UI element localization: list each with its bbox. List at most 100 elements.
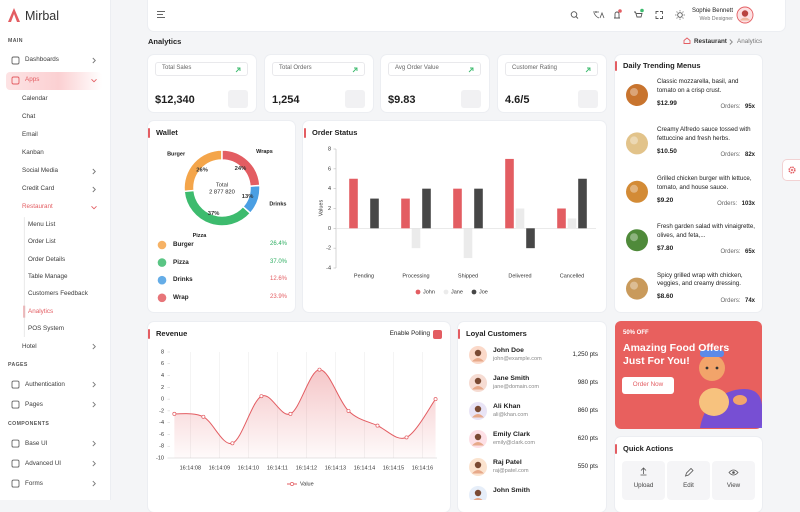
customer-points: 860 pts xyxy=(578,407,598,415)
card-title: Order Status xyxy=(312,128,357,138)
dish-description: Fresh garden salad with vinaigrette, oli… xyxy=(657,223,757,241)
card-title: Loyal Customers xyxy=(466,329,527,339)
legend-name: Drinks xyxy=(173,276,193,284)
dish-orders: Orders: 82x xyxy=(721,148,755,156)
menu-sub[interactable]: Email xyxy=(22,131,38,139)
menu-sub[interactable]: Credit Card xyxy=(22,185,54,193)
menu-item[interactable]: Authentication xyxy=(25,381,65,389)
menu-sub[interactable]: Hotel xyxy=(22,343,37,351)
menu-sub[interactable]: Social Media xyxy=(22,167,58,175)
promo-headline: Amazing Food Offers Just For You! xyxy=(623,342,748,368)
stat-value: 4.6/5 xyxy=(505,93,529,107)
orders-count: 65x xyxy=(745,249,755,255)
stat-label: Customer Rating xyxy=(512,65,557,73)
orders-label: Orders: xyxy=(721,298,741,304)
customer-email: john@example.com xyxy=(493,356,542,363)
customer-email: emily@clark.com xyxy=(493,440,535,447)
dish-price: $9.20 xyxy=(657,197,673,205)
legend-name: Pizza xyxy=(173,259,189,267)
menu-item[interactable]: Advanced UI xyxy=(25,460,61,468)
card-title: Quick Actions xyxy=(623,444,673,454)
dish-price: $10.50 xyxy=(657,148,677,156)
promo-badge: 50% OFF xyxy=(623,330,649,338)
orders-count: 95x xyxy=(745,104,755,110)
customer-email: raj@patel.com xyxy=(493,468,529,475)
menu-item[interactable]: Base UI xyxy=(25,440,47,448)
menu-item[interactable]: Forms xyxy=(25,480,43,488)
menu-item[interactable]: Dashboards xyxy=(25,56,59,64)
customer-points: 620 pts xyxy=(578,435,598,443)
legend-value: 37.0% xyxy=(270,259,287,267)
dish-price: $7.80 xyxy=(657,245,673,253)
stat-label: Total Orders xyxy=(279,65,312,73)
legend-value: 23.9% xyxy=(270,294,287,302)
stat-label: Avg Order Value xyxy=(395,65,439,73)
polling-checkbox[interactable] xyxy=(433,330,442,339)
menu-sub[interactable]: Kanban xyxy=(22,149,44,157)
legend-name: Wrap xyxy=(173,294,189,302)
menu-heading: COMPONENTS xyxy=(8,421,49,428)
promo-button[interactable]: Order Now xyxy=(622,377,674,394)
menu-heading: MAIN xyxy=(8,38,23,45)
menu-subsub[interactable]: POS System xyxy=(28,325,64,333)
menu-subsub[interactable]: Order List xyxy=(28,238,56,246)
stat-value: 1,254 xyxy=(272,93,300,107)
dish-description: Creamy Alfredo sauce tossed with fettucc… xyxy=(657,126,757,144)
menu-sub[interactable]: Calendar xyxy=(22,95,48,103)
stat-value: $9.83 xyxy=(388,93,416,107)
dish-description: Spicy grilled wrap with chicken, veggies… xyxy=(657,272,757,290)
menu-subsub[interactable]: Customers Feedback xyxy=(28,290,88,298)
orders-count: 82x xyxy=(745,152,755,158)
menu-item[interactable]: Apps xyxy=(25,76,39,84)
customer-email: jane@domain.com xyxy=(493,384,539,391)
menu-subsub[interactable]: Menu List xyxy=(28,221,55,229)
action-label[interactable]: View xyxy=(634,482,800,490)
polling-label: Enable Polling xyxy=(390,330,430,338)
menu-sub[interactable]: Restaurant xyxy=(22,203,53,211)
promo-button-label[interactable]: Order Now xyxy=(548,381,748,389)
user-role: Web Designer xyxy=(700,16,733,23)
card-title: Wallet xyxy=(156,128,178,138)
dish-orders: Orders: 74x xyxy=(721,294,755,302)
customer-name: Emily Clark xyxy=(493,431,530,440)
stat-value: $12,340 xyxy=(155,93,195,107)
orders-label: Orders: xyxy=(721,104,741,110)
menu-heading: PAGES xyxy=(8,362,28,369)
menu-subsub[interactable]: Table Manage xyxy=(28,273,68,281)
dish-orders: Orders: 95x xyxy=(721,100,755,108)
customer-email: ali@khan.com xyxy=(493,412,528,419)
legend-name: Burger xyxy=(173,241,194,249)
stat-label: Total Sales xyxy=(162,65,191,73)
menu-subsub[interactable]: Order Details xyxy=(28,256,65,264)
dish-orders: Orders: 65x xyxy=(721,245,755,253)
customer-points: 1,250 pts xyxy=(573,351,598,359)
customer-name: John Doe xyxy=(493,347,524,356)
dish-price: $12.99 xyxy=(657,100,677,108)
brand: Mirbal xyxy=(25,8,59,24)
legend-value: 26.4% xyxy=(270,241,287,249)
customer-name: Jane Smith xyxy=(493,375,529,384)
orders-label: Orders: xyxy=(721,152,741,158)
menu-subsub[interactable]: Analytics xyxy=(28,308,53,316)
menu-item[interactable]: Pages xyxy=(25,401,43,409)
text-layer: Mirbal MAIN Dashboards Apps Calendar Chat Emai… xyxy=(0,0,800,500)
orders-label: Orders: xyxy=(717,201,737,207)
orders-count: 74x xyxy=(745,298,755,304)
customer-name: Ali Khan xyxy=(493,403,521,412)
dish-description: Grilled chicken burger with lettuce, tom… xyxy=(657,175,757,193)
card-title: Daily Trending Menus xyxy=(623,61,701,71)
breadcrumb-item: Analytics xyxy=(737,38,762,46)
legend-value: 12.6% xyxy=(270,276,287,284)
user-name: Sophie Bennett xyxy=(692,8,733,16)
orders-count: 103x xyxy=(742,201,755,207)
customer-name: Raj Patel xyxy=(493,459,522,468)
customer-name: John Smith xyxy=(493,487,530,496)
dish-orders: Orders: 103x xyxy=(717,197,755,205)
orders-label: Orders: xyxy=(721,249,741,255)
card-title: Revenue xyxy=(156,329,187,339)
menu-sub[interactable]: Chat xyxy=(22,113,35,121)
page-title: Analytics xyxy=(148,37,181,47)
customer-points: 550 pts xyxy=(578,463,598,471)
dish-description: Classic mozzarella, basil, and tomato on… xyxy=(657,78,757,96)
